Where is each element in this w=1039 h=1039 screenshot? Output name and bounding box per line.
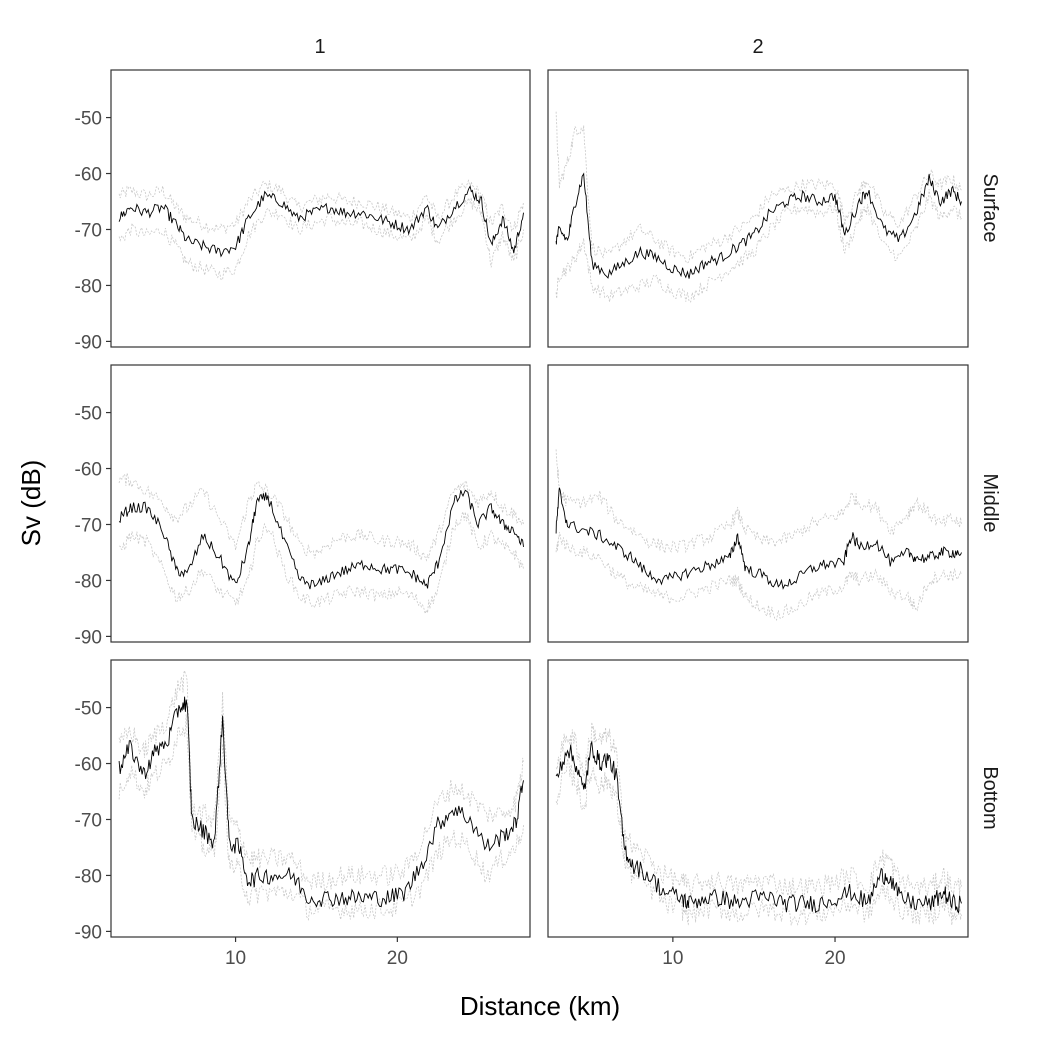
bound-line-upper [555,449,962,554]
panel-border [547,69,969,348]
y-tick-label: -90 [75,332,102,353]
x-axes: 10 20 10 20 [225,937,846,969]
x-tick-label: 10 [225,948,246,969]
panel-background [111,660,530,937]
mean-line [118,696,524,908]
panel-border [110,364,531,643]
y-tick-label: -60 [75,165,102,186]
bound-line-upper [118,669,524,892]
bound-line-lower [555,189,962,303]
panel-2-surface [547,69,969,348]
bound-line-lower [555,531,962,621]
facet-panels [110,69,969,938]
row-strip-label-surface: Surface [979,174,1001,243]
x-axis-title: Distance (km) [460,991,620,1021]
y-tick-label: -80 [75,866,102,887]
row-strip-label-middle: Middle [979,474,1001,533]
y-tick-label: -50 [75,109,102,130]
panel-background [111,365,530,642]
y-tick-label: -70 [75,220,102,241]
column-strip-label-1: 1 [314,36,325,58]
panel-border [110,659,531,938]
mean-line [555,172,962,279]
panel-background [548,365,968,642]
column-strip-label-2: 2 [752,36,763,58]
x-tick-label: 20 [824,948,845,969]
y-tick-label: -70 [75,515,102,536]
panel-border [547,659,969,938]
panel-1-middle [110,364,531,643]
panel-2-bottom [547,659,969,938]
y-tick-label: -50 [75,699,102,720]
bound-line-lower [118,196,524,281]
mean-line [118,489,524,590]
y-tick-label: -90 [75,922,102,943]
panel-2-middle [547,364,969,643]
panel-background [548,660,968,937]
y-tick-label: -70 [75,810,102,831]
y-tick-label: -80 [75,276,102,297]
y-tick-label: -80 [75,571,102,592]
x-tick-label: 20 [387,948,408,969]
y-tick-label: -50 [75,404,102,425]
mean-line [118,185,524,258]
x-tick-label: 10 [662,948,683,969]
row-strip-label-bottom: Bottom [979,766,1001,829]
bound-line-upper [118,473,524,562]
panel-border [547,364,969,643]
y-tick-label: -60 [75,460,102,481]
mean-line [555,740,962,914]
bound-line-lower [118,510,524,615]
y-axis-title: Sv (dB) [16,460,46,547]
y-tick-label: -90 [75,627,102,648]
bound-line-upper [555,722,962,899]
panel-1-surface [110,69,531,348]
y-axes: -50 -60 -70 -80 -90 -50 -60 -70 -80 -90 -50 -60 -70 -… [75,109,111,943]
panel-background [548,70,968,347]
panel-border [110,69,531,348]
y-tick-label: -60 [75,755,102,776]
bound-line-lower [555,758,962,926]
panel-1-bottom [110,659,531,938]
mean-line [555,487,962,590]
bound-line-lower [118,714,524,921]
